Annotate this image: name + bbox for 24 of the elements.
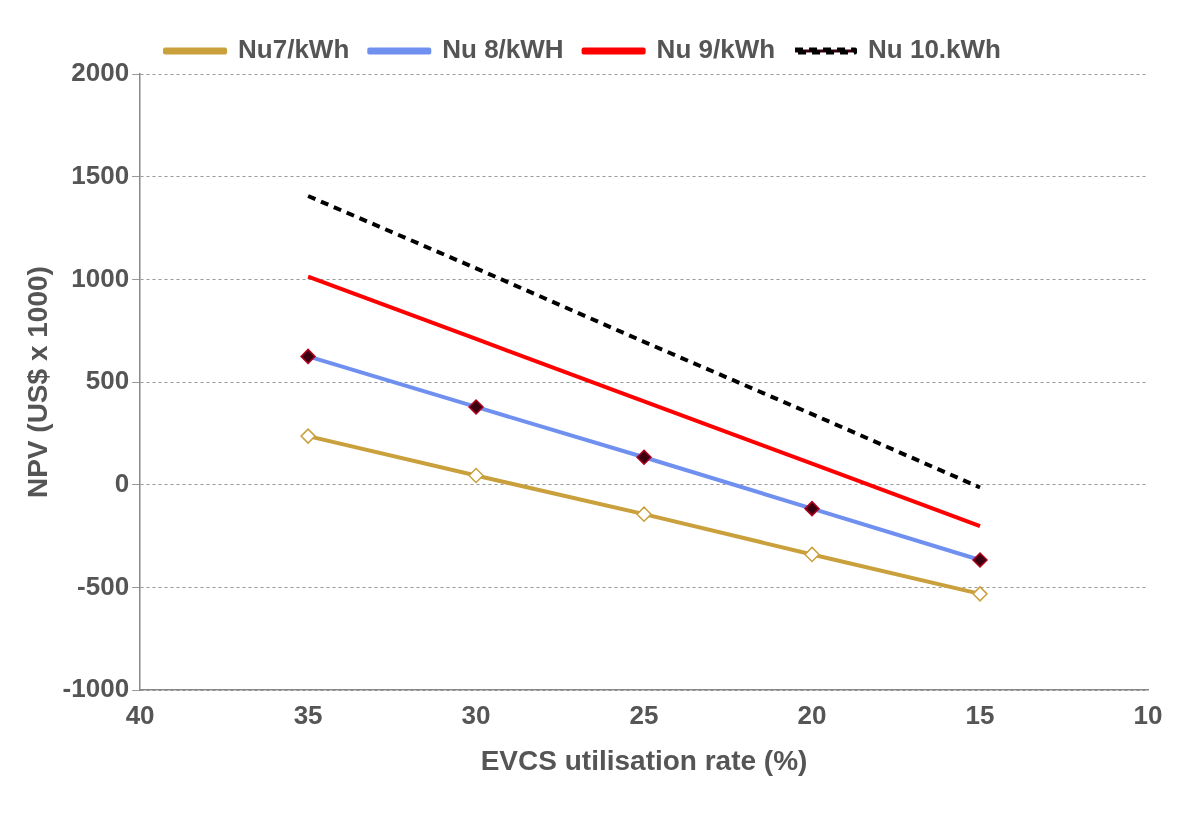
y-axis-title: NPV (US$ x 1000) xyxy=(21,266,53,499)
y-tick-label: -500 xyxy=(77,570,130,601)
x-tick-label: 15 xyxy=(965,699,995,730)
x-tick-label: 10 xyxy=(1133,699,1163,730)
point xyxy=(300,428,316,444)
x-axis-title: EVCS utilisation rate (%) xyxy=(480,744,808,776)
x-tick-label: 35 xyxy=(293,699,323,730)
x-tick-label: 30 xyxy=(461,699,491,730)
point xyxy=(804,546,820,563)
legend-label: Nu 10.kWh xyxy=(868,34,1001,65)
line-series xyxy=(306,194,983,490)
y-tick-label: 2000 xyxy=(71,57,130,88)
legend-label: Nu 8/kWH xyxy=(442,34,564,65)
point xyxy=(636,506,652,522)
point xyxy=(468,467,484,484)
y-tick-label: 500 xyxy=(85,365,130,396)
point xyxy=(972,586,988,602)
legend-label: Nu 9/kWh xyxy=(656,34,776,65)
x-tick-label: 20 xyxy=(797,699,827,730)
y-tick-label: 1000 xyxy=(71,262,130,293)
y-tick-label: 0 xyxy=(114,467,130,498)
legend-label: Nu7/kWh xyxy=(238,34,350,65)
y-tick-label: 1500 xyxy=(71,159,130,190)
x-tick-label: 25 xyxy=(629,699,659,730)
